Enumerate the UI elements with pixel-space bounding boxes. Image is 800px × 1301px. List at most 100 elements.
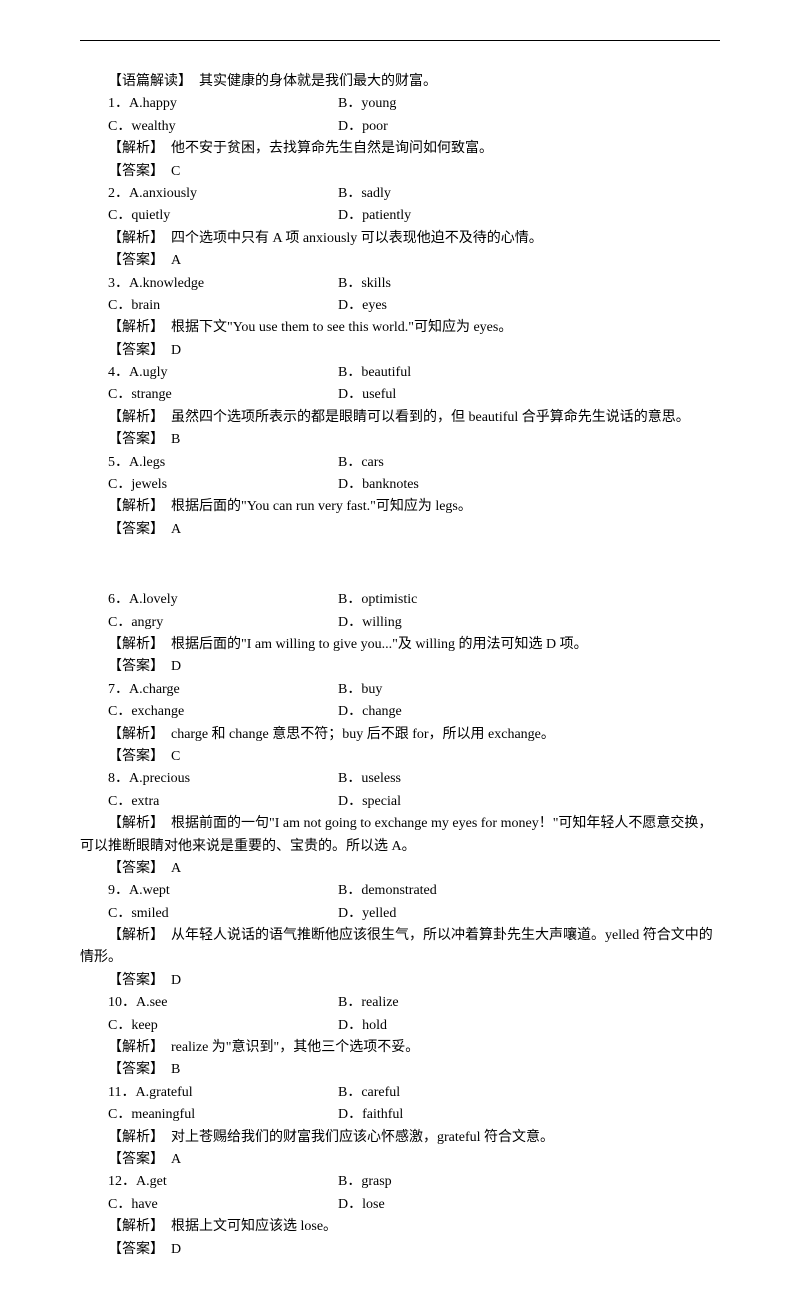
analysis-label: 【解析】 <box>108 727 157 742</box>
option-d: D．useful <box>310 384 720 406</box>
intro-label: 【语篇解读】 <box>108 74 185 89</box>
option-row-ab: 8．A.preciousB．useless <box>80 768 720 790</box>
analysis-label: 【解析】 <box>108 320 157 335</box>
answer-line: 【答案】 A <box>80 858 720 880</box>
analysis-text: 根据后面的"I am willing to give you..."及 will… <box>171 637 588 652</box>
analysis-line: 【解析】 charge 和 change 意思不符；buy 后不跟 for，所以… <box>80 724 720 746</box>
answer-label: 【答案】 <box>108 343 157 358</box>
answer-line: 【答案】 D <box>80 970 720 992</box>
option-d: D．lose <box>310 1194 720 1216</box>
option-c: C．have <box>80 1194 310 1216</box>
analysis-label: 【解析】 <box>108 928 157 943</box>
analysis-label: 【解析】 <box>108 816 157 831</box>
questions-container: 1．A.happyB．youngC．wealthyD．poor【解析】 他不安于… <box>80 93 720 1261</box>
option-row-ab: 6．A.lovelyB．optimistic <box>80 589 720 611</box>
analysis-line: 【解析】 根据上文可知应该选 lose。 <box>80 1216 720 1238</box>
option-d: D．hold <box>310 1015 720 1037</box>
answer-label: 【答案】 <box>108 1062 157 1077</box>
analysis-line: 【解析】 对上苍赐给我们的财富我们应该心怀感激，grateful 符合文意。 <box>80 1127 720 1149</box>
answer-label: 【答案】 <box>108 749 157 764</box>
analysis-text: charge 和 change 意思不符；buy 后不跟 for，所以用 exc… <box>171 727 555 742</box>
option-row-cd: C．keepD．hold <box>80 1015 720 1037</box>
answer-label: 【答案】 <box>108 432 157 447</box>
answer-label: 【答案】 <box>108 1242 157 1257</box>
option-d: D．poor <box>310 116 720 138</box>
answer-line: 【答案】 B <box>80 1059 720 1081</box>
option-row-cd: C．wealthyD．poor <box>80 116 720 138</box>
option-row-cd: C．jewelsD．banknotes <box>80 474 720 496</box>
option-row-ab: 1．A.happyB．young <box>80 93 720 115</box>
option-row-cd: C．exchangeD．change <box>80 701 720 723</box>
answer-label: 【答案】 <box>108 164 157 179</box>
option-b: B．young <box>310 93 720 115</box>
analysis-label: 【解析】 <box>108 499 157 514</box>
option-b: B．beautiful <box>310 362 720 384</box>
option-row-ab: 4．A.uglyB．beautiful <box>80 362 720 384</box>
answer-value: A <box>171 253 181 268</box>
answer-line: 【答案】 B <box>80 429 720 451</box>
analysis-line: 【解析】 realize 为"意识到"，其他三个选项不妥。 <box>80 1037 720 1059</box>
option-d: D．willing <box>310 612 720 634</box>
option-a: 4．A.ugly <box>80 362 310 384</box>
option-d: D．yelled <box>310 903 720 925</box>
analysis-line: 【解析】 四个选项中只有 A 项 anxiously 可以表现他迫不及待的心情。 <box>80 228 720 250</box>
answer-value: A <box>171 1152 181 1167</box>
option-c: C．angry <box>80 612 310 634</box>
option-b: B．realize <box>310 992 720 1014</box>
option-row-ab: 11．A.gratefulB．careful <box>80 1082 720 1104</box>
analysis-text: 根据后面的"You can run very fast."可知应为 legs。 <box>171 499 472 514</box>
analysis-text: 虽然四个选项所表示的都是眼睛可以看到的，但 beautiful 合乎算命先生说话… <box>171 410 690 425</box>
analysis-line: 【解析】 他不安于贫困，去找算命先生自然是询问如何致富。 <box>80 138 720 160</box>
analysis-line: 【解析】 虽然四个选项所表示的都是眼睛可以看到的，但 beautiful 合乎算… <box>80 407 720 429</box>
intro-line: 【语篇解读】 其实健康的身体就是我们最大的财富。 <box>80 71 720 93</box>
section-gap <box>80 541 720 565</box>
analysis-text: realize 为"意识到"，其他三个选项不妥。 <box>171 1040 419 1055</box>
option-row-ab: 10．A.seeB．realize <box>80 992 720 1014</box>
option-c: C．brain <box>80 295 310 317</box>
answer-line: 【答案】 A <box>80 1149 720 1171</box>
answer-label: 【答案】 <box>108 973 157 988</box>
option-b: B．grasp <box>310 1171 720 1193</box>
answer-line: 【答案】 A <box>80 519 720 541</box>
option-c: C．keep <box>80 1015 310 1037</box>
option-a: 7．A.charge <box>80 679 310 701</box>
option-c: C．smiled <box>80 903 310 925</box>
answer-value: B <box>171 432 180 447</box>
analysis-label: 【解析】 <box>108 231 157 246</box>
analysis-line: 【解析】 根据后面的"I am willing to give you..."及… <box>80 634 720 656</box>
option-b: B．careful <box>310 1082 720 1104</box>
option-c: C．extra <box>80 791 310 813</box>
option-b: B．useless <box>310 768 720 790</box>
option-d: D．change <box>310 701 720 723</box>
option-row-ab: 3．A.knowledgeB．skills <box>80 273 720 295</box>
option-d: D．faithful <box>310 1104 720 1126</box>
option-b: B．cars <box>310 452 720 474</box>
option-c: C．jewels <box>80 474 310 496</box>
option-d: D．banknotes <box>310 474 720 496</box>
answer-line: 【答案】 D <box>80 340 720 362</box>
option-c: C．quietly <box>80 205 310 227</box>
answer-line: 【答案】 C <box>80 161 720 183</box>
analysis-label: 【解析】 <box>108 1040 157 1055</box>
intro-text: 其实健康的身体就是我们最大的财富。 <box>199 74 437 89</box>
option-row-ab: 12．A.getB．grasp <box>80 1171 720 1193</box>
option-c: C．strange <box>80 384 310 406</box>
analysis-line: 【解析】 根据前面的一句"I am not going to exchange … <box>80 813 720 835</box>
option-row-cd: C．brainD．eyes <box>80 295 720 317</box>
analysis-text: 根据下文"You use them to see this world."可知应… <box>171 320 512 335</box>
option-a: 5．A.legs <box>80 452 310 474</box>
option-c: C．wealthy <box>80 116 310 138</box>
analysis-label: 【解析】 <box>108 141 157 156</box>
analysis-line: 【解析】 根据后面的"You can run very fast."可知应为 l… <box>80 496 720 518</box>
answer-label: 【答案】 <box>108 1152 157 1167</box>
analysis-cont: 可以推断眼睛对他来说是重要的、宝贵的。所以选 A。 <box>80 836 720 858</box>
answer-value: C <box>171 749 180 764</box>
answer-value: C <box>171 164 180 179</box>
answer-value: D <box>171 659 181 674</box>
answer-label: 【答案】 <box>108 659 157 674</box>
option-row-cd: C．meaningfulD．faithful <box>80 1104 720 1126</box>
section-gap <box>80 565 720 589</box>
option-a: 9．A.wept <box>80 880 310 902</box>
option-a: 3．A.knowledge <box>80 273 310 295</box>
analysis-label: 【解析】 <box>108 637 157 652</box>
